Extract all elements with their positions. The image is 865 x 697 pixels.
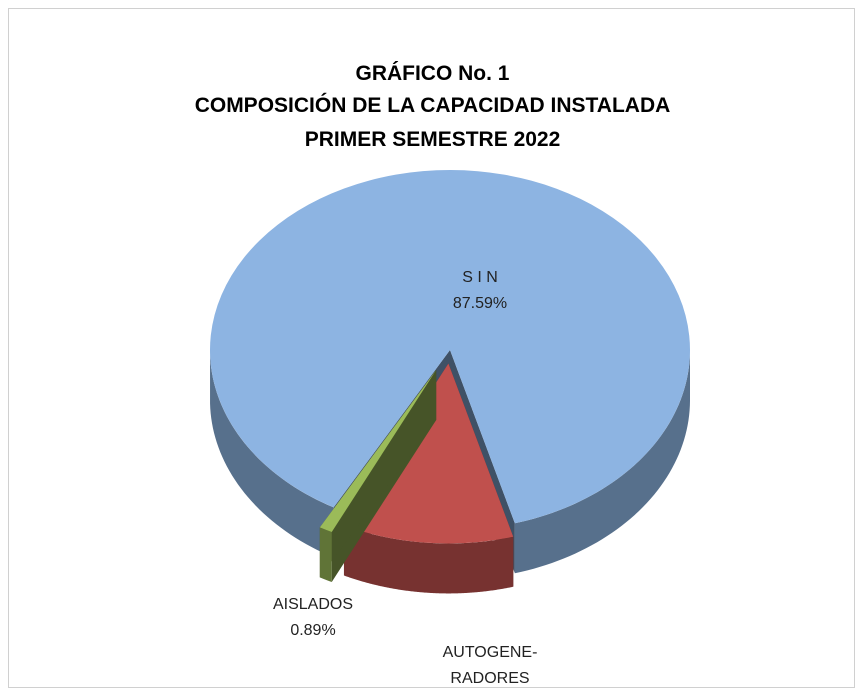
chart-title: COMPOSICIÓN DE LA CAPACIDAD INSTALADA bbox=[194, 94, 671, 117]
slice-wall bbox=[319, 369, 437, 578]
slice bbox=[343, 363, 514, 544]
data-label: S I N bbox=[462, 269, 498, 286]
chart-title: GRÁFICO No. 1 bbox=[355, 62, 510, 85]
data-label: 87.59% bbox=[452, 295, 508, 312]
slice-side bbox=[319, 527, 332, 583]
slice bbox=[210, 170, 691, 524]
slice-side bbox=[210, 353, 334, 558]
data-label: 11.52% bbox=[463, 692, 516, 697]
chart-frame bbox=[8, 8, 855, 688]
chart-title: PRIMER SEMESTRE 2022 bbox=[304, 128, 561, 151]
slice bbox=[319, 369, 437, 533]
data-label: AISLADOS bbox=[272, 596, 354, 613]
data-label: 0.89% bbox=[290, 622, 336, 639]
slice-side bbox=[343, 525, 514, 594]
slice-side bbox=[514, 350, 690, 574]
data-label: AUTOGENE- RADORES bbox=[442, 644, 538, 687]
